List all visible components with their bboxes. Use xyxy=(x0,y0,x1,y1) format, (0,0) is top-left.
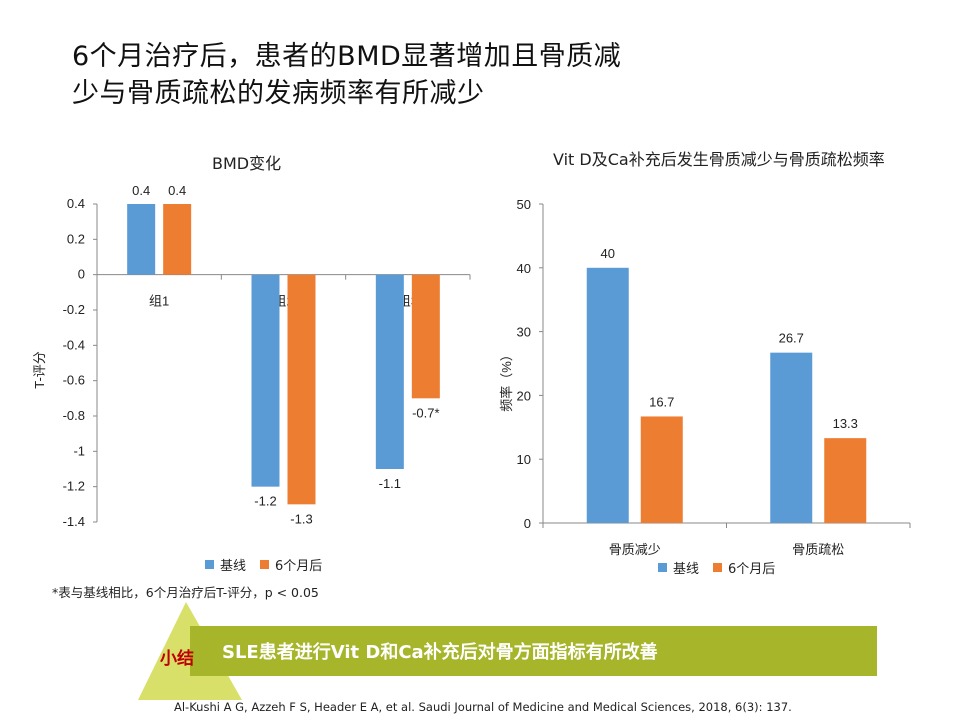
citation: Al-Kushi A G, Azzeh F S, Header E A, et … xyxy=(174,700,792,714)
y-tick-label: -0.8 xyxy=(63,408,85,423)
summary-text: SLE患者进行Vit D和Ca补充后对骨方面指标有所改善 xyxy=(222,642,658,663)
slide-title-line-1: 6个月治疗后，患者的BMD显著增加且骨质减 xyxy=(72,41,622,72)
data-label: -1.2 xyxy=(254,494,276,509)
y-axis-title: T-评分 xyxy=(32,351,47,389)
data-label: 0.4 xyxy=(168,183,186,198)
bar-baseline xyxy=(770,352,813,523)
bar-baseline xyxy=(586,267,629,523)
frequency-chart: 50 40 30 20 10 0 骨质减少 40 16.7 骨质疏松 26.7 13.3 频率（%） xyxy=(499,197,911,557)
y-tick-label: 0.4 xyxy=(67,196,85,211)
y-tick-label: -1 xyxy=(73,443,85,458)
bmd-chart-legend: 基线 6个月后 xyxy=(205,555,322,574)
legend-swatch-baseline xyxy=(658,563,667,572)
y-tick-label: 0.2 xyxy=(67,231,85,246)
summary-tag: 小结 xyxy=(160,649,194,669)
bar-6-month xyxy=(163,204,192,275)
y-tick-label: -0.4 xyxy=(63,337,85,352)
legend-label-6-month: 6个月后 xyxy=(275,559,323,574)
y-tick-label: -0.6 xyxy=(63,373,85,388)
data-label: -1.1 xyxy=(379,476,401,491)
legend-swatch-baseline xyxy=(205,560,214,569)
data-label: 16.7 xyxy=(649,394,674,409)
x-category-label: 骨质疏松 xyxy=(792,542,844,557)
y-tick-label: 10 xyxy=(517,452,531,467)
frequency-chart-title: Vit D及Ca补充后发生骨质减少与骨质疏松频率 xyxy=(553,150,885,169)
bar-baseline xyxy=(375,274,404,469)
legend-swatch-6-month xyxy=(713,563,723,572)
y-tick-label: 50 xyxy=(517,197,531,212)
bar-baseline xyxy=(251,274,280,487)
bar-6-month xyxy=(824,438,867,523)
slide-title-line-2: 少与骨质疏松的发病频率有所减少 xyxy=(72,78,485,109)
x-category-label: 骨质减少 xyxy=(609,542,661,557)
bmd-chart: 0.4 0.2 0 -0.2 -0.4 -0.6 -0.8 -1 -1.2 -1.4 组1 0.4 0.… xyxy=(32,183,471,529)
y-tick-label: 40 xyxy=(517,261,531,276)
y-tick-label: -1.2 xyxy=(63,479,85,494)
footnote: *表与基线相比，6个月治疗后T-评分，p < 0.05 xyxy=(52,585,319,600)
y-tick-label: 30 xyxy=(517,325,531,340)
legend-swatch-6-month xyxy=(260,560,270,569)
y-tick-label: 0 xyxy=(78,267,85,282)
legend-label-baseline: 基线 xyxy=(673,562,700,577)
legend-label-6-month: 6个月后 xyxy=(728,562,776,577)
frequency-chart-legend: 基线 6个月后 xyxy=(658,558,775,577)
data-label: -0.7* xyxy=(412,405,439,420)
legend-label-baseline: 基线 xyxy=(220,559,247,574)
bar-6-month xyxy=(411,274,440,399)
y-tick-label: -1.4 xyxy=(63,514,85,529)
data-label: 40 xyxy=(601,246,615,261)
data-label: 13.3 xyxy=(833,416,858,431)
y-tick-label: -0.2 xyxy=(63,302,85,317)
data-label: 26.7 xyxy=(779,331,804,346)
summary-banner xyxy=(190,626,877,676)
bar-6-month xyxy=(287,274,316,505)
bar-baseline xyxy=(127,204,156,275)
bmd-chart-title: BMD变化 xyxy=(212,154,282,173)
data-label: 0.4 xyxy=(132,183,150,198)
y-tick-label: 20 xyxy=(517,388,531,403)
y-tick-label: 0 xyxy=(524,516,531,531)
x-category-label: 组1 xyxy=(149,294,169,309)
y-axis-title: 频率（%） xyxy=(499,348,514,412)
slide-title: 6个月治疗后，患者的BMD显著增加且骨质减 少与骨质疏松的发病频率有所减少 xyxy=(72,38,872,112)
data-label: -1.3 xyxy=(290,511,312,526)
bar-6-month xyxy=(640,416,683,523)
